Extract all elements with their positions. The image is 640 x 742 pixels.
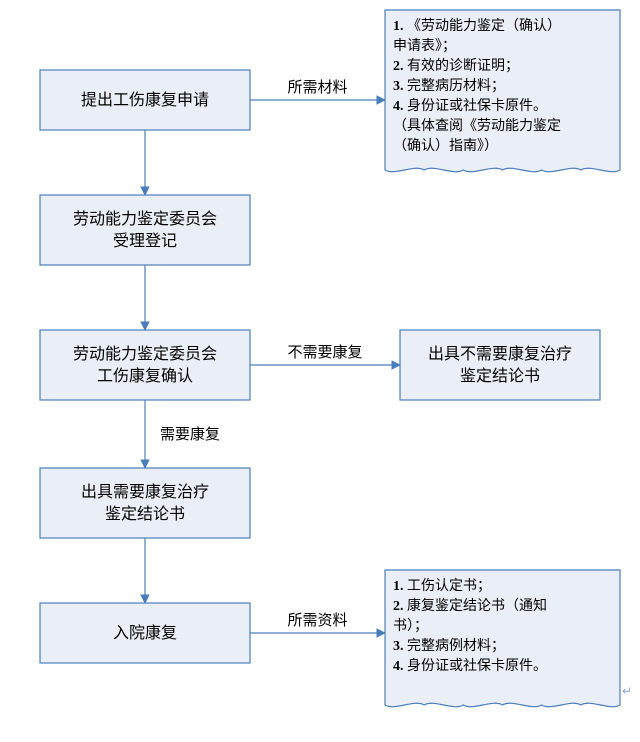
- node-n5: 入院康复: [40, 603, 250, 663]
- note-line: 4. 身份证或社保卡原件。: [393, 98, 547, 114]
- note-line: 申请表》；: [393, 38, 456, 54]
- node-label: 劳动能力鉴定委员会: [73, 345, 217, 363]
- return-icon: ↵: [622, 684, 632, 698]
- note-line: 2. 康复鉴定结论书（通知: [393, 597, 547, 614]
- node-label: 出具需要康复治疗: [81, 483, 209, 501]
- node-n3: 劳动能力鉴定委员会工伤康复确认: [40, 330, 250, 400]
- node-n6: 出具不需要康复治疗鉴定结论书: [400, 330, 600, 400]
- node-label: 提出工伤康复申请: [81, 91, 209, 109]
- note-line: 2. 有效的诊断证明；: [393, 58, 519, 74]
- edge-label-e1: 所需材料: [287, 79, 347, 96]
- node-n4: 出具需要康复治疗鉴定结论书: [40, 468, 250, 538]
- note-note2: 1. 工伤认定书； 2. 康复鉴定结论书（通知书）； 3. 完整病例材料； 4. 身份…: [385, 570, 620, 707]
- note-line: 4. 身份证或社保卡原件。: [393, 658, 547, 674]
- note-line: （确认）指南》）: [393, 138, 498, 154]
- node-label: 鉴定结论书: [105, 505, 185, 523]
- edge-label-e7: 所需资料: [287, 612, 347, 629]
- node-label: 受理登记: [113, 232, 177, 250]
- note-line: 3. 完整病例材料；: [393, 638, 505, 654]
- node-label: 劳动能力鉴定委员会: [73, 210, 217, 228]
- node-label: 工伤康复确认: [97, 367, 193, 385]
- note-line: 1. 工伤认定书；: [393, 578, 491, 594]
- node-label: 鉴定结论书: [460, 367, 540, 385]
- node-label: 出具不需要康复治疗: [428, 345, 572, 363]
- node-label: 入院康复: [113, 624, 177, 642]
- edge-label-e4: 不需要康复: [287, 343, 362, 361]
- node-n2: 劳动能力鉴定委员会受理登记: [40, 195, 250, 265]
- edge-label-e5: 需要康复: [160, 425, 220, 443]
- note-line: 1. 《劳动能力鉴定（确认）: [393, 18, 561, 34]
- note-line: （具体查阅《劳动能力鉴定: [393, 118, 561, 134]
- node-n1: 提出工伤康复申请: [40, 70, 250, 130]
- note-line: 3. 完整病历材料；: [393, 78, 505, 94]
- note-note1: 1. 《劳动能力鉴定（确认） 申请表》； 2. 有效的诊断证明； 3. 完整病历材料；…: [385, 10, 620, 172]
- note-line: 书）；: [393, 618, 428, 634]
